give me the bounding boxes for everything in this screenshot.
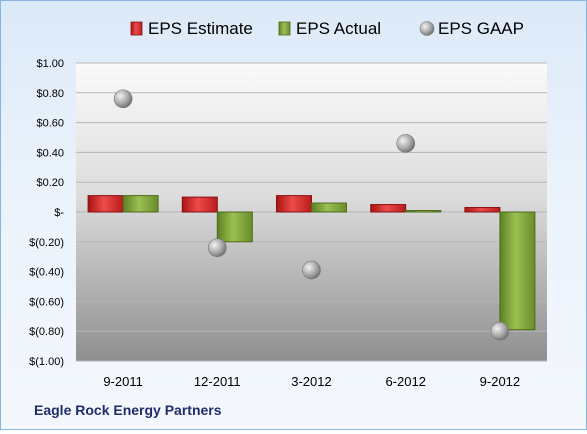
y-tick-label: $1.00 <box>36 58 64 70</box>
gaap-points <box>113 89 510 341</box>
eps-estimate-bar <box>464 207 501 213</box>
x-tick-label: 12-2011 <box>194 374 241 389</box>
x-tick-label: 6-2012 <box>385 374 425 389</box>
eps-estimate-bar <box>181 196 218 213</box>
eps-estimate-bar <box>276 195 312 213</box>
legend-label: EPS Actual <box>296 19 381 38</box>
legend: EPS Estimate EPS Actual EPS GAAP <box>130 19 524 38</box>
gridlines <box>76 62 547 362</box>
eps-actual-bar <box>311 202 347 213</box>
x-tick-label: 9-2012 <box>480 374 520 389</box>
y-tick-label: $0.40 <box>36 147 64 159</box>
x-tick-label: 3-2012 <box>291 374 331 389</box>
eps-actual-bar <box>499 211 536 331</box>
legend-label: EPS Estimate <box>148 19 253 38</box>
eps-gaap-point <box>490 321 510 341</box>
eps-actual-bar <box>122 195 159 213</box>
x-tick-label: 9-2011 <box>103 374 143 389</box>
axis-labels: $1.00 $0.80 $0.60 $0.40 $0.20 $- $(0.20) $(0.40… <box>29 58 520 389</box>
eps-gaap-point <box>396 134 416 153</box>
legend-swatch <box>278 21 291 36</box>
bars <box>87 195 536 331</box>
eps-gaap-point <box>302 260 321 280</box>
y-tick-label: $(0.20) <box>29 237 64 249</box>
y-tick-label: $- <box>54 207 64 219</box>
y-tick-label: $0.80 <box>36 88 64 100</box>
eps-estimate-bar <box>87 195 124 213</box>
y-tick-label: $(1.00) <box>29 356 64 368</box>
eps-actual-bar <box>216 211 253 243</box>
eps-gaap-point <box>113 89 133 109</box>
legend-label: EPS GAAP <box>438 19 524 38</box>
legend-swatch <box>130 21 143 36</box>
legend-swatch <box>419 21 435 36</box>
y-tick-label: $0.20 <box>36 177 64 189</box>
y-tick-label: $(0.60) <box>29 296 64 308</box>
y-tick-label: $(0.40) <box>29 267 64 279</box>
eps-estimate-bar <box>370 204 407 213</box>
y-tick-label: $(0.80) <box>29 326 64 338</box>
eps-gaap-point <box>208 238 227 258</box>
company-label: Eagle Rock Energy Partners <box>34 402 222 418</box>
eps-actual-bar <box>405 210 442 213</box>
y-tick-label: $0.60 <box>36 118 64 130</box>
